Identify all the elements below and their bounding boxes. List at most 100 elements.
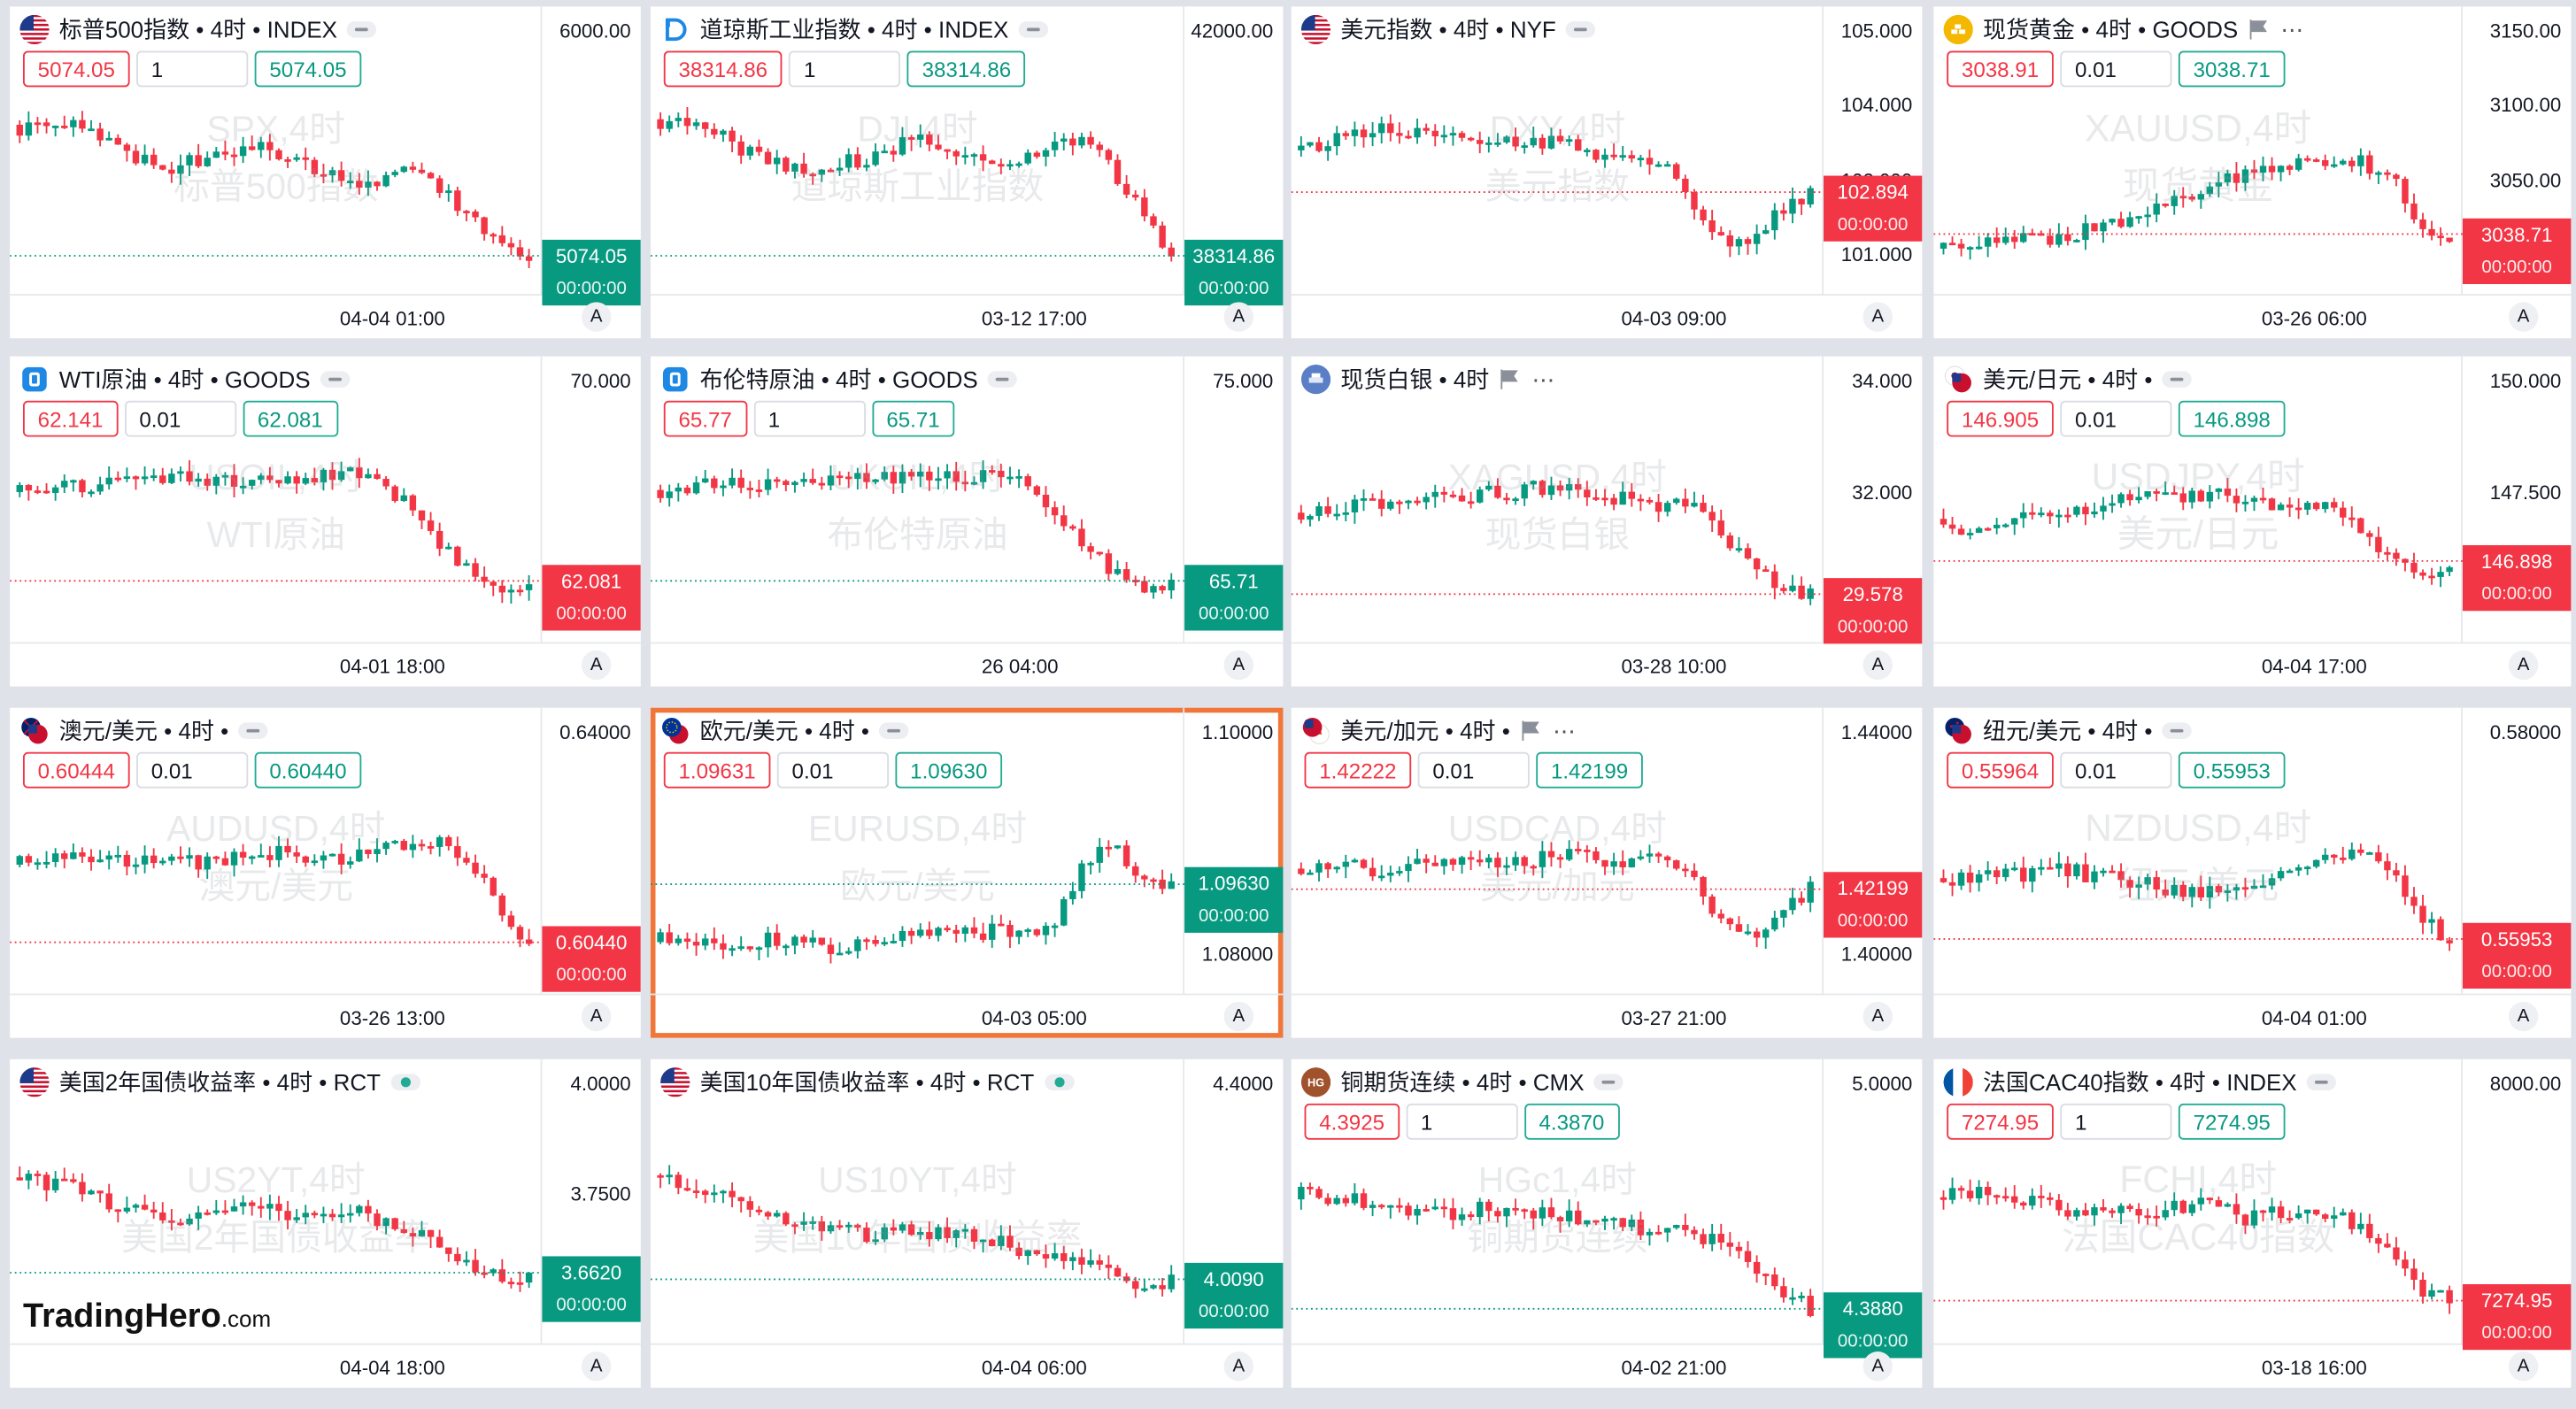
chart-header[interactable]: 美元指数 • 4时 • NYF	[1300, 10, 1596, 50]
auto-scale-button[interactable]: A	[581, 1351, 612, 1382]
sell-button[interactable]: 0.60444	[22, 751, 130, 789]
candlestick-plot[interactable]	[1291, 6, 1824, 296]
time-axis[interactable]	[10, 1343, 641, 1388]
price-axis[interactable]	[1822, 707, 1922, 996]
time-axis[interactable]	[10, 993, 641, 1038]
quantity-input[interactable]: 0.01	[1417, 751, 1530, 789]
price-axis[interactable]	[2461, 356, 2571, 644]
auto-scale-button[interactable]: A	[1863, 650, 1893, 681]
candlestick-plot[interactable]	[10, 1059, 543, 1345]
candlestick-plot[interactable]	[1933, 1059, 2463, 1345]
auto-scale-button[interactable]: A	[2508, 1001, 2539, 1032]
auto-scale-button[interactable]: A	[2508, 650, 2539, 681]
time-axis[interactable]	[1291, 1343, 1923, 1388]
chart-header[interactable]: WTI原油 • 4时 • GOODS	[19, 359, 351, 399]
sell-button[interactable]: 7274.95	[1947, 1103, 2054, 1140]
quantity-input[interactable]: 0.01	[136, 751, 249, 789]
candlestick-plot[interactable]	[650, 708, 1185, 996]
chart-header[interactable]: 现货黄金 • 4时 • GOODS ⋯	[1943, 10, 2305, 50]
chart-header[interactable]: 澳元/美元 • 4时 •	[19, 711, 268, 751]
time-axis[interactable]	[650, 1343, 1284, 1388]
candlestick-plot[interactable]	[1291, 357, 1824, 644]
buy-button[interactable]: 146.898	[2178, 400, 2286, 437]
chart-header[interactable]: 美元/日元 • 4时 •	[1943, 359, 2193, 399]
chart-header[interactable]: 法国CAC40指数 • 4时 • INDEX	[1943, 1062, 2337, 1102]
chart-header[interactable]: HG 铜期货连续 • 4时 • CMX	[1300, 1062, 1624, 1102]
sell-button[interactable]: 1.09631	[663, 751, 771, 789]
price-axis[interactable]	[1822, 6, 1922, 296]
price-axis[interactable]	[2461, 6, 2571, 296]
collapse-toggle-icon[interactable]	[1593, 1074, 1624, 1091]
chart-header[interactable]: 美国10年国债收益率 • 4时 • RCT	[660, 1062, 1074, 1102]
more-icon[interactable]: ⋯	[1553, 716, 1577, 743]
sell-button[interactable]: 38314.86	[663, 50, 783, 88]
price-axis[interactable]	[1822, 1059, 1922, 1345]
quantity-input[interactable]: 1	[136, 50, 249, 88]
collapse-toggle-icon[interactable]	[2162, 722, 2193, 739]
price-axis[interactable]	[1183, 1059, 1283, 1345]
buy-button[interactable]: 7274.95	[2178, 1103, 2286, 1140]
candlestick-plot[interactable]	[10, 6, 543, 296]
auto-scale-button[interactable]: A	[1223, 1351, 1254, 1382]
time-axis[interactable]	[1933, 993, 2572, 1038]
buy-button[interactable]: 65.71	[871, 400, 955, 437]
buy-button[interactable]: 5074.05	[254, 50, 362, 88]
market-status-icon[interactable]	[390, 1074, 420, 1091]
collapse-toggle-icon[interactable]	[1565, 21, 1596, 38]
sell-button[interactable]: 62.141	[22, 400, 119, 437]
collapse-toggle-icon[interactable]	[879, 722, 909, 739]
price-axis[interactable]	[540, 6, 641, 296]
auto-scale-button[interactable]: A	[1223, 302, 1254, 332]
candlestick-plot[interactable]	[1291, 708, 1824, 996]
collapse-toggle-icon[interactable]	[2306, 1074, 2337, 1091]
chart-panel-2[interactable]: DXY,4时美元指数105.000104.000102.000101.00004…	[1291, 6, 1923, 339]
buy-button[interactable]: 1.42199	[1536, 751, 1643, 789]
time-axis[interactable]	[1933, 294, 2572, 338]
buy-button[interactable]: 1.09630	[895, 751, 1003, 789]
quantity-input[interactable]: 1	[789, 50, 901, 88]
price-axis[interactable]	[1183, 356, 1283, 644]
candlestick-plot[interactable]	[1933, 357, 2463, 644]
auto-scale-button[interactable]: A	[2508, 302, 2539, 332]
quantity-input[interactable]: 0.01	[776, 751, 890, 789]
price-axis[interactable]	[540, 707, 641, 996]
sell-button[interactable]: 3038.91	[1947, 50, 2054, 88]
time-axis[interactable]	[650, 294, 1284, 338]
more-icon[interactable]: ⋯	[1531, 365, 1557, 392]
auto-scale-button[interactable]: A	[1863, 1001, 1893, 1032]
time-axis[interactable]	[10, 294, 641, 338]
time-axis[interactable]	[1933, 642, 2572, 686]
buy-button[interactable]: 38314.86	[906, 50, 1026, 88]
quantity-input[interactable]: 1	[1406, 1103, 1518, 1140]
quantity-input[interactable]: 0.01	[2060, 50, 2172, 88]
quantity-input[interactable]: 1	[753, 400, 866, 437]
collapse-toggle-icon[interactable]	[320, 371, 351, 388]
collapse-toggle-icon[interactable]	[2162, 371, 2193, 388]
auto-scale-button[interactable]: A	[581, 1001, 612, 1032]
buy-button[interactable]: 3038.71	[2178, 50, 2286, 88]
flag-icon[interactable]	[1520, 720, 1543, 743]
price-axis[interactable]	[1183, 6, 1283, 296]
chart-header[interactable]: 纽元/美元 • 4时 •	[1943, 711, 2193, 751]
candlestick-plot[interactable]	[1291, 1059, 1824, 1345]
sell-button[interactable]: 4.3925	[1304, 1103, 1400, 1140]
chart-panel-3[interactable]: XAUUSD,4时现货黄金3150.003100.003050.003000.0…	[1933, 6, 2572, 339]
chart-panel-9[interactable]: EURUSD,4时 欧元/美元 1.10000 1.08000 04-03 05:00 1…	[650, 707, 1284, 1038]
flag-icon[interactable]	[1499, 368, 1522, 391]
sell-button[interactable]: 5074.05	[22, 50, 130, 88]
candlestick-plot[interactable]	[650, 1059, 1185, 1345]
price-axis[interactable]	[2461, 707, 2571, 996]
sell-button[interactable]: 1.42222	[1304, 751, 1412, 789]
price-axis[interactable]	[1183, 707, 1283, 996]
sell-button[interactable]: 65.77	[663, 400, 747, 437]
auto-scale-button[interactable]: A	[581, 650, 612, 681]
